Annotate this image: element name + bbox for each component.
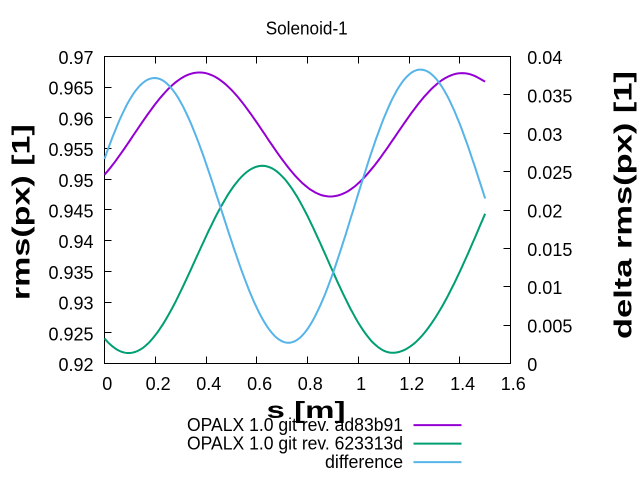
- svg-text:0.6: 0.6: [247, 374, 272, 394]
- svg-text:0.035: 0.035: [527, 86, 572, 106]
- svg-text:0.005: 0.005: [527, 317, 572, 337]
- svg-text:0.2: 0.2: [146, 374, 171, 394]
- svg-text:0.945: 0.945: [48, 202, 93, 222]
- svg-text:0.025: 0.025: [527, 163, 572, 183]
- svg-text:0.93: 0.93: [58, 294, 93, 314]
- svg-text:Solenoid-1: Solenoid-1: [266, 19, 348, 39]
- svg-text:rms(px) [1]: rms(px) [1]: [8, 124, 36, 300]
- svg-text:0.015: 0.015: [527, 240, 572, 260]
- svg-text:0: 0: [527, 355, 537, 375]
- svg-text:0.95: 0.95: [58, 171, 93, 191]
- svg-text:1.4: 1.4: [450, 374, 475, 394]
- svg-text:0.965: 0.965: [48, 79, 93, 99]
- svg-text:1.6: 1.6: [501, 374, 526, 394]
- svg-text:0.96: 0.96: [58, 109, 93, 129]
- svg-text:0.94: 0.94: [58, 232, 93, 252]
- svg-text:0.8: 0.8: [298, 374, 323, 394]
- svg-text:delta rms(px) [1]: delta rms(px) [1]: [609, 71, 637, 339]
- svg-text:difference: difference: [325, 452, 403, 472]
- svg-text:0.01: 0.01: [527, 278, 562, 298]
- svg-text:0: 0: [102, 374, 112, 394]
- svg-text:0.4: 0.4: [196, 374, 221, 394]
- svg-text:1: 1: [356, 374, 366, 394]
- svg-text:0.92: 0.92: [58, 355, 93, 375]
- svg-text:OPALX 1.0 git rev. 623313d: OPALX 1.0 git rev. 623313d: [187, 434, 403, 454]
- svg-text:0.935: 0.935: [48, 263, 93, 283]
- svg-text:0.04: 0.04: [527, 48, 562, 68]
- svg-text:0.03: 0.03: [527, 125, 562, 145]
- svg-text:1.2: 1.2: [399, 374, 424, 394]
- svg-text:0.955: 0.955: [48, 140, 93, 160]
- svg-text:0.97: 0.97: [58, 48, 93, 68]
- svg-text:s [m]: s [m]: [267, 397, 346, 423]
- svg-text:0.02: 0.02: [527, 202, 562, 222]
- svg-text:OPALX 1.0 git rev. ad83b91: OPALX 1.0 git rev. ad83b91: [187, 415, 403, 435]
- svg-text:0.925: 0.925: [48, 324, 93, 344]
